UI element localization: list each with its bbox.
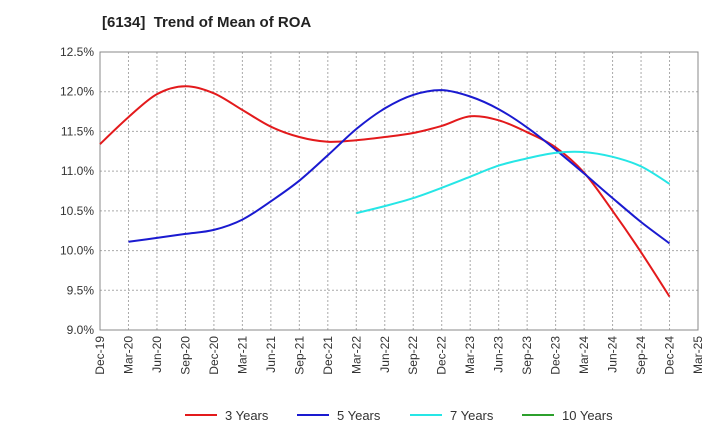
x-tick-label: Mar-25 [691,336,705,374]
x-tick-label: Jun-23 [492,336,506,373]
x-tick-label: Sep-24 [634,336,648,375]
y-tick-label: 12.5% [60,45,94,59]
x-tick-label: Jun-22 [378,336,392,373]
x-tick-label: Dec-20 [207,336,221,375]
x-tick-label: Dec-24 [663,336,677,375]
legend-label-7-years: 7 Years [450,408,494,423]
x-tick-label: Jun-21 [264,336,278,373]
y-tick-label: 9.0% [67,323,95,337]
x-tick-label: Sep-23 [520,336,534,375]
x-tick-label: Sep-21 [292,336,306,375]
legend-label-3-years: 3 Years [225,408,269,423]
x-tick-label: Dec-19 [93,336,107,375]
x-tick-label: Sep-22 [406,336,420,375]
x-tick-label: Mar-21 [235,336,249,374]
y-axis-ticks: 9.0% 9.5% 10.0% 10.5% 11.0% 11.5% 12.0% 12.5% [60,45,94,337]
x-tick-label: Dec-21 [321,336,335,375]
chart-title: [6134] Trend of Mean of ROA [102,14,312,31]
y-tick-label: 10.0% [60,244,94,258]
y-tick-label: 11.0% [61,164,94,178]
y-tick-label: 12.0% [60,85,94,99]
grid-lines [100,52,698,330]
x-axis-ticks: Dec-19 Mar-20 Jun-20 Sep-20 Dec-20 Mar-21 Jun-… [93,336,705,375]
x-tick-label: Mar-22 [349,336,363,374]
x-tick-label: Jun-24 [606,336,620,373]
x-tick-label: Mar-23 [463,336,477,374]
series-line-7-years [356,150,671,215]
x-tick-label: Mar-20 [121,336,135,374]
x-tick-label: Dec-22 [435,336,449,375]
series-line-5-years [128,89,671,245]
plot-area-frame [99,51,699,331]
legend-label-10-years: 10 Years [562,408,613,423]
y-tick-label: 9.5% [67,283,95,297]
x-tick-label: Sep-20 [178,336,192,375]
y-tick-label: 11.5% [61,124,94,138]
legend: 3 Years 5 Years 7 Years 10 Years [185,408,613,423]
x-tick-label: Jun-20 [150,336,164,373]
x-tick-label: Dec-23 [549,336,563,375]
series-lines [99,85,671,298]
legend-label-5-years: 5 Years [337,408,381,423]
series-line-3-years [99,85,671,298]
x-tick-label: Mar-24 [577,336,591,374]
y-tick-label: 10.5% [60,204,94,218]
